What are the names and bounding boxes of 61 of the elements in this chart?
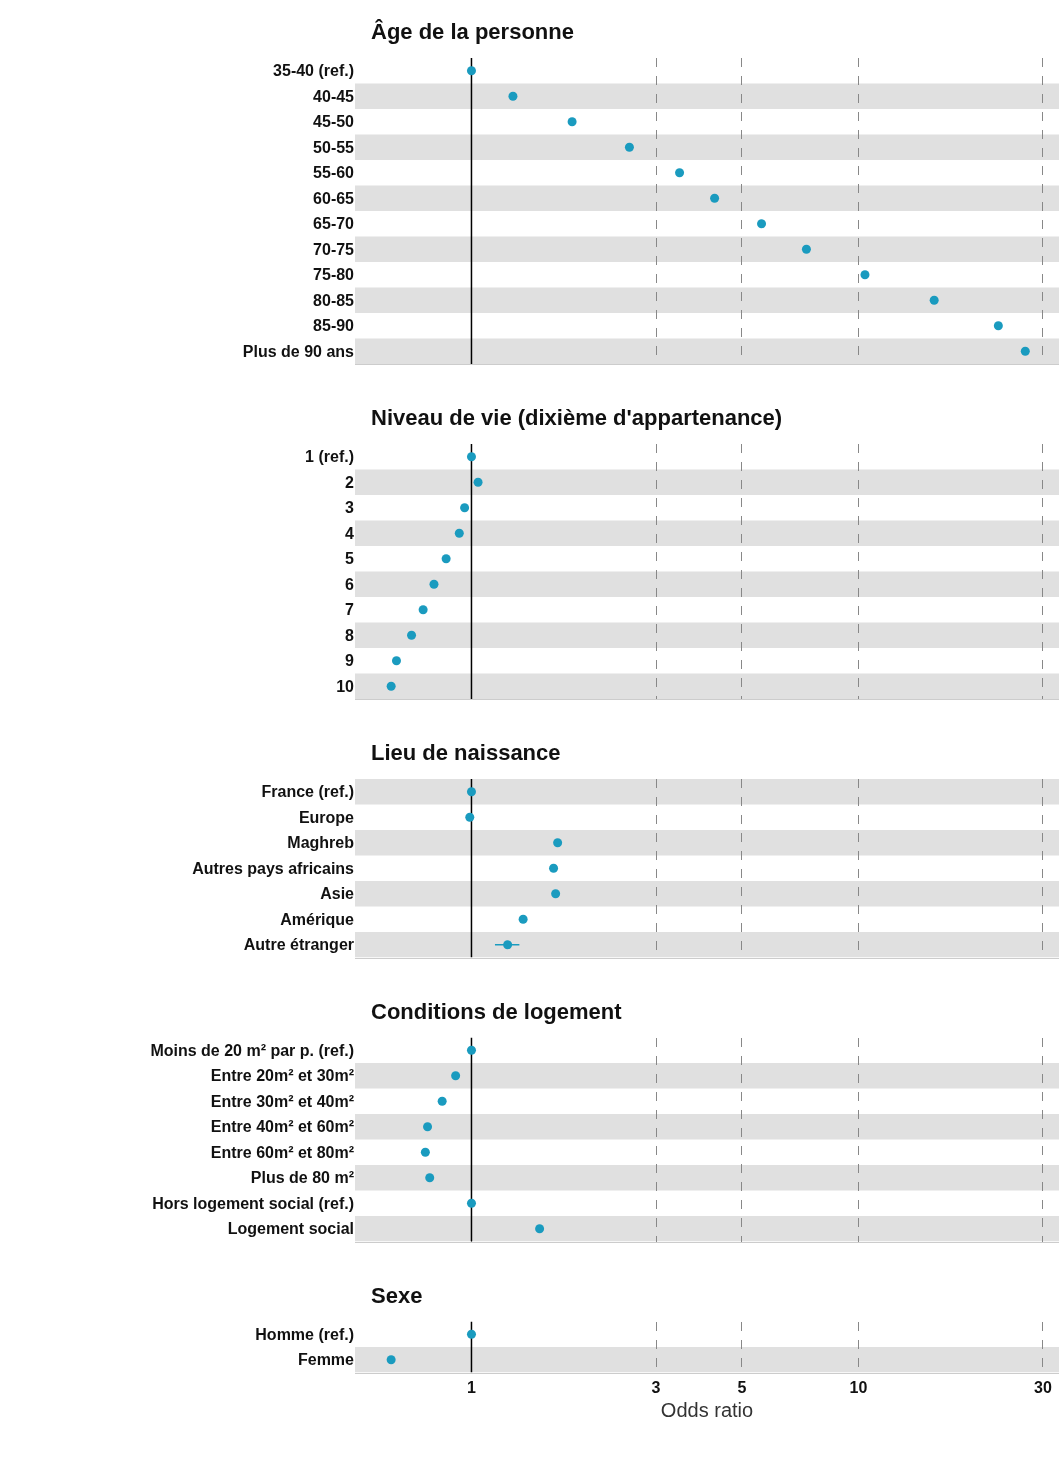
x-tick-label: 10 [849,1378,868,1396]
y-tick-label: 75-80 [313,266,355,284]
point [454,528,464,538]
chart-title: Âge de la personne [371,19,574,44]
y-tick-label: 70-75 [313,240,355,258]
x-tick-label: 30 [1034,1378,1052,1396]
point [418,605,428,615]
y-tick-label: Femme [297,1351,355,1369]
point [441,554,451,564]
chart-title: Conditions de logement [371,999,623,1024]
point [407,630,417,640]
point [429,579,439,589]
y-tick-label: Autre étranger [243,936,354,954]
point [460,503,470,513]
y-tick-label: Plus de 80 m² [250,1169,354,1187]
point [553,838,563,848]
y-tick-label: 35-40 (ref.) [273,62,354,80]
y-tick-label: France (ref.) [261,783,354,801]
y-tick-label: 3 [345,499,355,517]
y-tick-label: 9 [345,652,355,670]
y-tick-label: Entre 40m² et 60m² [210,1118,354,1136]
chart-title: Niveau de vie (dixième d'appartenance) [371,405,783,430]
point [549,863,559,873]
y-tick-label: Moins de 20 m² par p. (ref.) [150,1041,354,1059]
y-tick-label: 40-45 [313,87,355,105]
y-tick-label: 7 [345,601,355,619]
x-tick-label: 3 [651,1378,661,1396]
y-tick-label: 2 [345,473,355,491]
y-tick-label: 1 (ref.) [305,448,354,466]
y-tick-label: 65-70 [313,215,355,233]
y-tick-label: Entre 30m² et 40m² [210,1092,354,1110]
y-tick-label: Asie [320,885,355,903]
y-tick-label: Homme (ref.) [255,1325,354,1343]
y-tick-label: 6 [345,575,355,593]
y-tick-label: 10 [336,677,355,695]
y-tick-label: Hors logement social (ref.) [152,1194,354,1212]
y-tick-label: Maghreb [287,834,355,852]
chart-title: Sexe [371,1283,423,1308]
point [551,889,561,899]
y-tick-label: Amérique [280,910,355,928]
point [466,787,476,797]
y-tick-label: 60-65 [313,189,355,207]
y-tick-label: 45-50 [313,113,355,131]
y-tick-label: Entre 20m² et 30m² [210,1067,354,1085]
x-tick-label: 1 [467,1378,477,1396]
y-tick-label: Plus de 90 ans [242,342,355,360]
y-tick-label: 85-90 [313,317,355,335]
y-tick-label: 50-55 [313,138,355,156]
y-tick-label: 80-85 [313,291,355,309]
point [465,812,475,822]
chart-title: Lieu de naissance [371,740,561,765]
x-axis-title: Odds ratio [660,1399,754,1422]
y-tick-label: 4 [345,524,355,542]
y-tick-label: 55-60 [313,164,355,182]
y-tick-label: Europe [298,808,355,826]
y-tick-label: 5 [345,550,355,568]
y-tick-label: 8 [345,626,355,644]
y-tick-label: Logement social [227,1220,354,1238]
y-tick-label: Entre 60m² et 80m² [210,1143,354,1161]
x-tick-label: 5 [737,1378,747,1396]
y-tick-label: Autres pays africains [192,859,355,877]
